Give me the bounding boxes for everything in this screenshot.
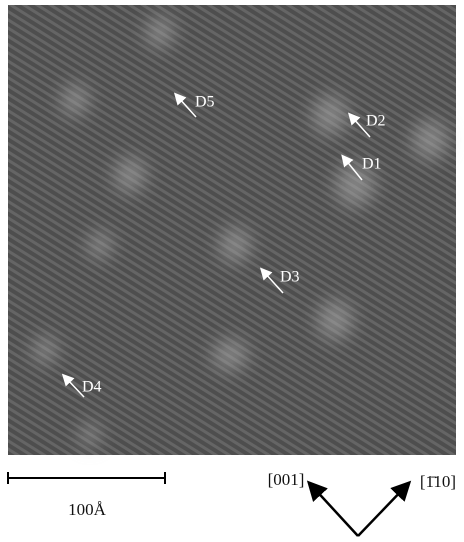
direction-label: [001]: [268, 470, 305, 489]
defect-label: D3: [280, 269, 300, 286]
direction-label: [1̄10]: [420, 472, 456, 491]
defect-label: D4: [82, 379, 102, 396]
scale-bar: [8, 472, 165, 484]
defect-label: D1: [362, 156, 382, 173]
defect-label: D2: [366, 113, 386, 130]
figure: D5 D2 D1 D3 D4 100Å [001] [1̄10]: [0, 0, 464, 542]
direction-arrows: [312, 486, 406, 536]
defect-label: D5: [195, 94, 215, 111]
scale-label: 100Å: [68, 500, 107, 519]
